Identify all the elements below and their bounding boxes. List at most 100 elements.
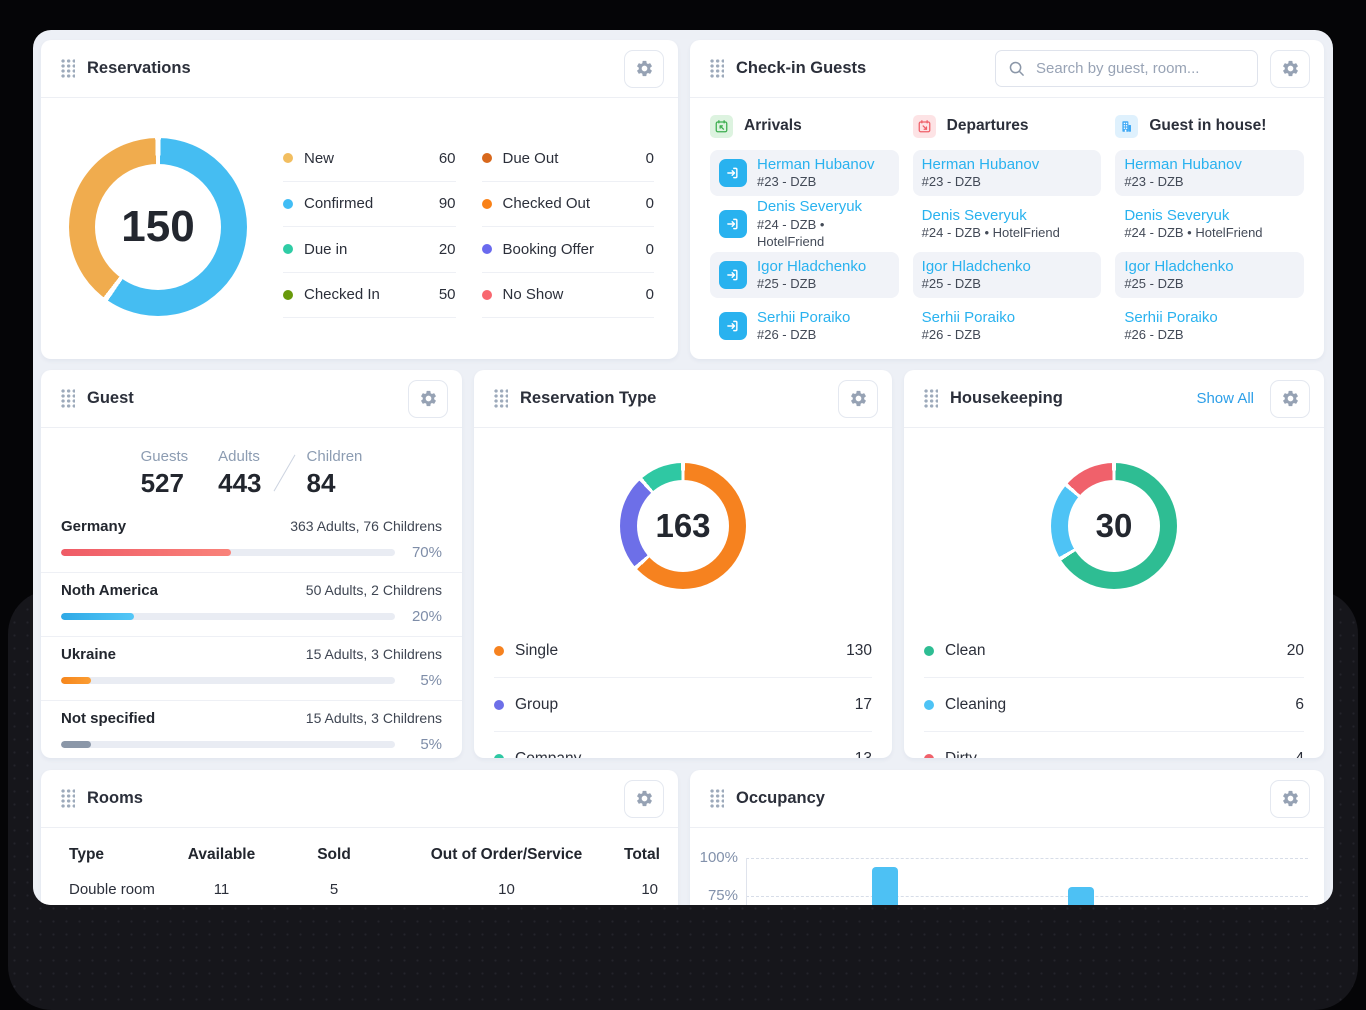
legend-value: 6 bbox=[1295, 695, 1304, 713]
stat-divider bbox=[273, 454, 295, 492]
checkin-action-button[interactable] bbox=[719, 261, 747, 289]
guest-room-info: #25 - DZB bbox=[1124, 276, 1184, 292]
legend-value: 60 bbox=[438, 149, 456, 167]
guest-row[interactable]: Igor Hladchenko #25 - DZB bbox=[1115, 252, 1304, 298]
available-cell: 11 bbox=[213, 880, 230, 898]
legend-dot bbox=[481, 153, 492, 164]
occupancy-bar bbox=[1068, 886, 1094, 905]
drag-handle-icon[interactable] bbox=[924, 389, 938, 408]
reservation-type-widget: Reservation Type 163 Single 130 Group bbox=[474, 370, 892, 758]
guest-name-link[interactable]: Serhii Poraiko bbox=[1124, 308, 1218, 326]
building-icon bbox=[1115, 114, 1139, 138]
guest-name-link[interactable]: Denis Severyuk bbox=[921, 206, 1027, 224]
guest-row[interactable]: Igor Hladchenko #25 - DZB bbox=[912, 252, 1102, 298]
legend-item: Checked In 50 bbox=[283, 273, 456, 318]
guest-room-info: #25 - DZB bbox=[921, 276, 981, 292]
guest-name-link[interactable]: Herman Hubanov bbox=[1124, 155, 1242, 173]
country-percent: 5% bbox=[420, 672, 442, 689]
progress-fill bbox=[61, 677, 92, 684]
settings-button[interactable] bbox=[624, 49, 664, 88]
room-type-cell: Double room bbox=[69, 880, 155, 898]
legend-value: 4 bbox=[1295, 750, 1304, 758]
guest-row[interactable]: Serhii Poraiko #26 - DZB bbox=[1115, 303, 1304, 349]
legend-value: 17 bbox=[854, 695, 872, 713]
drag-handle-icon[interactable] bbox=[494, 389, 508, 408]
legend-value: 13 bbox=[855, 750, 872, 758]
search-icon bbox=[1008, 60, 1025, 77]
guest-name-link[interactable]: Igor Hladchenko bbox=[757, 257, 867, 275]
guest-name-link[interactable]: Serhii Poraiko bbox=[921, 308, 1016, 326]
legend-dot bbox=[924, 754, 934, 758]
guest-room-info: #23 - DZB bbox=[921, 174, 981, 190]
sold-cell: 5 bbox=[329, 880, 339, 898]
guest-row[interactable]: Herman Hubanov #23 - DZB bbox=[912, 150, 1102, 196]
legend-label: No Show bbox=[502, 286, 564, 304]
guest-row[interactable]: Serhii Poraiko #26 - DZB bbox=[913, 303, 1102, 349]
occupancy-plot bbox=[690, 828, 1324, 905]
gridline-75 bbox=[746, 896, 1308, 897]
drag-handle-icon[interactable] bbox=[61, 789, 75, 808]
country-detail: 15 Adults, 3 Childrens bbox=[305, 646, 442, 662]
gear-icon bbox=[419, 389, 438, 408]
stat-value: 84 bbox=[306, 468, 336, 498]
settings-button[interactable] bbox=[1270, 379, 1310, 418]
country-detail: 50 Adults, 2 Childrens bbox=[305, 582, 442, 598]
country-row: Not specified 15 Adults, 3 Childrens 5% bbox=[41, 701, 462, 758]
guest-search bbox=[995, 50, 1258, 87]
guest-name-link[interactable]: Herman Hubanov bbox=[757, 155, 875, 173]
drag-handle-icon[interactable] bbox=[710, 59, 724, 78]
guest-name-link[interactable]: Denis Severyuk bbox=[1124, 206, 1230, 224]
legend-label: Checked In bbox=[304, 286, 380, 304]
guest-name-link[interactable]: Igor Hladchenko bbox=[921, 257, 1031, 275]
search-input[interactable] bbox=[1034, 59, 1245, 78]
legend-dot bbox=[494, 754, 504, 758]
checkin-action-button[interactable] bbox=[719, 159, 747, 187]
guest-row[interactable]: Denis Severyuk #24 - DZB • HotelFriend bbox=[1115, 201, 1304, 247]
country-percent: 20% bbox=[411, 608, 442, 625]
occupancy-bar bbox=[872, 867, 898, 905]
column-header: Out of Order/Service bbox=[430, 846, 583, 863]
drag-handle-icon[interactable] bbox=[61, 59, 75, 78]
guest-row[interactable]: Herman Hubanov #23 - DZB bbox=[710, 150, 899, 196]
settings-button[interactable] bbox=[838, 379, 878, 418]
progress-fill bbox=[61, 549, 232, 556]
legend-value: 50 bbox=[438, 286, 456, 304]
country-detail: 363 Adults, 76 Childrens bbox=[290, 518, 442, 534]
guest-name-link[interactable]: Herman Hubanov bbox=[921, 155, 1040, 173]
guest-in-house-column: Guest in house! Herman Hubanov #23 - DZB… bbox=[1115, 108, 1304, 354]
departures-calendar-icon bbox=[912, 114, 936, 138]
country-row: Ukraine 15 Adults, 3 Childrens 5% bbox=[41, 637, 462, 701]
drag-handle-icon[interactable] bbox=[710, 789, 724, 808]
legend-dot bbox=[481, 198, 492, 209]
guest-name-link[interactable]: Denis Severyuk bbox=[757, 198, 863, 216]
widget-title: Check-in Guests bbox=[736, 59, 867, 77]
guest-row[interactable]: Serhii Poraiko #26 - DZB bbox=[710, 303, 899, 349]
guest-name-link[interactable]: Igor Hladchenko bbox=[1124, 257, 1234, 275]
show-all-link[interactable]: Show All bbox=[1196, 390, 1254, 407]
legend-value: 20 bbox=[1286, 641, 1304, 659]
settings-button[interactable] bbox=[408, 379, 448, 418]
legend-value: 0 bbox=[645, 286, 654, 304]
checkin-action-button[interactable] bbox=[719, 312, 747, 340]
gridline-100 bbox=[746, 858, 1308, 859]
drag-handle-icon[interactable] bbox=[61, 389, 75, 408]
rooms-table-header: Type Available Sold Out of Order/Service… bbox=[69, 836, 660, 874]
guest-name-link[interactable]: Serhii Poraiko bbox=[757, 308, 851, 326]
guest-row[interactable]: Herman Hubanov #23 - DZB bbox=[1115, 150, 1304, 196]
reservation-type-total: 163 bbox=[655, 507, 711, 544]
checkin-action-button[interactable] bbox=[719, 210, 747, 238]
legend-label: Company bbox=[515, 750, 581, 758]
settings-button[interactable] bbox=[624, 779, 664, 818]
settings-button[interactable] bbox=[1270, 779, 1310, 818]
legend-item: New 60 bbox=[283, 136, 456, 182]
rooms-widget: Rooms Type Available Sold Out of Order/S… bbox=[41, 770, 678, 905]
legend-value: 0 bbox=[645, 240, 654, 258]
guest-row[interactable]: Denis Severyuk #24 - DZB • HotelFriend bbox=[710, 198, 899, 249]
legend-dot bbox=[481, 244, 492, 255]
legend-label: Due Out bbox=[502, 149, 559, 167]
guest-row[interactable]: Denis Severyuk #24 - DZB • HotelFriend bbox=[913, 201, 1102, 247]
guest-row[interactable]: Igor Hladchenko #25 - DZB bbox=[710, 252, 899, 298]
settings-button[interactable] bbox=[1270, 49, 1310, 88]
y-axis-tick: 75% bbox=[707, 887, 738, 904]
gear-icon bbox=[1281, 789, 1300, 808]
